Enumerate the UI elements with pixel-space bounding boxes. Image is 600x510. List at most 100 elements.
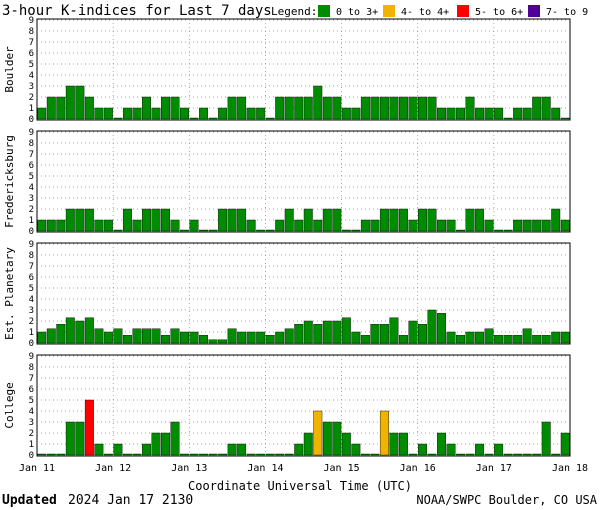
- y-tick-label: 5: [29, 60, 34, 70]
- bar: [141, 328, 151, 344]
- bar: [46, 328, 56, 344]
- bar: [332, 320, 342, 344]
- bar: [475, 331, 485, 344]
- bar: [389, 317, 399, 344]
- bar: [46, 453, 56, 456]
- bar: [151, 328, 161, 344]
- y-tick-label: 2: [29, 317, 34, 327]
- bar: [360, 96, 370, 120]
- bar: [275, 219, 285, 232]
- bar: [294, 219, 304, 232]
- bar: [218, 107, 228, 120]
- bar: [522, 219, 532, 232]
- y-tick-label: 4: [29, 71, 34, 81]
- y-tick-label: 8: [29, 363, 34, 373]
- bar: [551, 107, 561, 120]
- bar: [360, 453, 370, 456]
- bar: [427, 208, 437, 232]
- bar: [294, 96, 304, 120]
- bar: [265, 117, 275, 120]
- bar: [275, 96, 285, 120]
- bar: [189, 331, 199, 344]
- bar: [113, 229, 123, 232]
- bar: [56, 96, 66, 120]
- bar: [541, 96, 551, 120]
- bar: [551, 208, 561, 232]
- bar: [437, 313, 446, 344]
- bar: [122, 107, 132, 120]
- y-tick-label: 4: [29, 295, 34, 305]
- bar: [180, 453, 189, 456]
- bar: [84, 317, 94, 344]
- bar: [237, 208, 247, 232]
- bar: [408, 219, 418, 232]
- bar: [322, 96, 332, 120]
- bar: [541, 421, 551, 456]
- panel-name: College: [3, 382, 16, 428]
- bar: [313, 324, 323, 344]
- bar: [246, 331, 256, 344]
- bar: [65, 85, 75, 120]
- bar: [46, 219, 56, 232]
- bar: [494, 335, 504, 344]
- bar: [265, 453, 275, 456]
- bar: [161, 208, 170, 232]
- bar: [389, 96, 399, 120]
- y-tick-label: 3: [29, 306, 34, 316]
- bar: [503, 453, 513, 456]
- bar: [532, 453, 542, 456]
- bar: [532, 219, 542, 232]
- bar: [208, 117, 218, 120]
- y-tick-label: 1: [29, 440, 34, 450]
- legend: Legend: 0 to 3+ 4- to 4+ 5- to 6+ 7- to …: [271, 5, 588, 18]
- bar: [170, 421, 180, 456]
- y-tick-label: 7: [29, 150, 34, 160]
- bar: [437, 107, 446, 120]
- bar: [180, 107, 189, 120]
- bar: [522, 107, 532, 120]
- bar: [284, 328, 294, 344]
- bar: [398, 208, 408, 232]
- bar: [551, 453, 561, 456]
- bar: [351, 229, 361, 232]
- bar: [560, 432, 570, 456]
- bar: [446, 443, 456, 456]
- bar: [199, 107, 209, 120]
- bar: [56, 324, 66, 344]
- bar: [418, 96, 427, 120]
- bar: [84, 399, 94, 456]
- bar: [227, 96, 237, 120]
- bar: [256, 331, 266, 344]
- bar: [94, 219, 104, 232]
- bar: [208, 339, 218, 344]
- legend-label: Legend:: [271, 5, 317, 18]
- bar: [103, 219, 113, 232]
- bar: [351, 443, 361, 456]
- bar: [475, 208, 485, 232]
- bar: [370, 453, 380, 456]
- bar: [560, 117, 570, 120]
- bar: [113, 117, 123, 120]
- legend-item-3: 7- to 9: [546, 7, 588, 18]
- bar: [513, 335, 523, 344]
- bar: [227, 443, 237, 456]
- bar: [56, 219, 66, 232]
- bar: [161, 335, 170, 344]
- bar: [256, 107, 266, 120]
- bar: [484, 453, 494, 456]
- x-tick-label: Jan 12: [95, 463, 131, 474]
- bar: [218, 339, 228, 344]
- bar: [341, 229, 351, 232]
- bar: [94, 443, 104, 456]
- bar: [332, 96, 342, 120]
- bar: [103, 107, 113, 120]
- bar: [94, 328, 104, 344]
- bar: [427, 453, 437, 456]
- bar: [132, 219, 142, 232]
- bar: [227, 328, 237, 344]
- bar: [313, 410, 323, 456]
- bar: [370, 219, 380, 232]
- panel-frame: [36, 18, 571, 121]
- bar: [322, 320, 332, 344]
